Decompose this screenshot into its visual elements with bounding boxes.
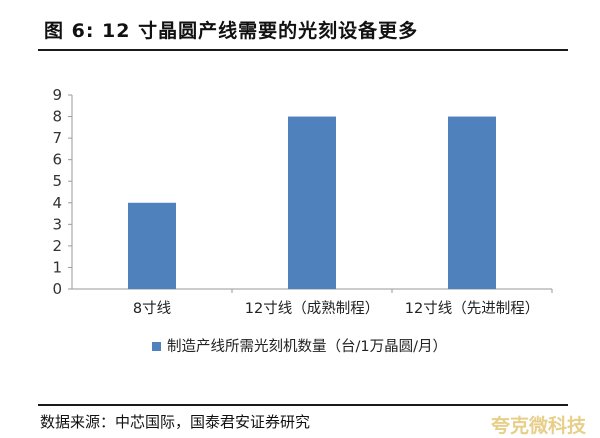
bar: [128, 202, 176, 289]
legend-label: 制造产线所需光刻机数量（台/1万晶圆/月）: [167, 338, 447, 355]
y-tick-label: 3: [52, 215, 62, 233]
y-tick-label: 8: [52, 108, 62, 126]
y-tick-label: 7: [52, 129, 62, 147]
data-source: 数据来源：中芯国际，国泰君安证券研究: [40, 413, 311, 431]
y-tick-label: 9: [52, 86, 62, 104]
title-divider: [38, 49, 568, 51]
x-tick-label: 12寸线（先进制程）: [405, 300, 539, 317]
legend-swatch: [152, 342, 161, 351]
x-tick-label: 8寸线: [133, 300, 171, 317]
figure-title: 图 6: 12 寸晶圆产线需要的光刻设备更多: [44, 20, 419, 42]
x-tick-label: 12寸线（成熟制程）: [245, 300, 379, 317]
y-tick-label: 5: [52, 172, 62, 190]
y-tick-label: 4: [52, 194, 62, 212]
y-tick-label: 1: [52, 258, 62, 276]
y-tick-label: 0: [52, 280, 62, 298]
y-tick-label: 2: [52, 237, 62, 255]
bar-chart: 0 1 2 3 4 5 6 7 8 9 8寸线 12寸线（成熟制程） 12寸线（先进制程） 制造产线所需光…: [52, 86, 553, 355]
source-divider: [38, 404, 568, 406]
watermark-logo: 夸克微科技: [490, 415, 586, 437]
bar: [448, 116, 496, 289]
y-tick-label: 6: [52, 151, 62, 169]
bar: [288, 116, 336, 289]
